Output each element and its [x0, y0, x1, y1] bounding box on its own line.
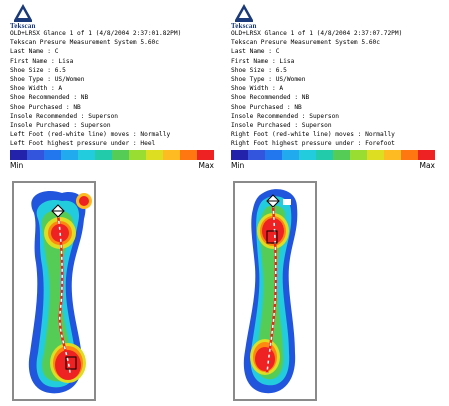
scale-swatch [27, 150, 44, 160]
scale-swatch [282, 150, 299, 160]
scale-swatch [299, 150, 316, 160]
scale-min-label: Min [10, 161, 24, 170]
scale-swatch [44, 150, 61, 160]
scale-swatch [112, 150, 129, 160]
scale-swatch [333, 150, 350, 160]
tekscan-logo-icon [235, 4, 253, 22]
shoe-size: Shoe Size : 6.5 [10, 66, 66, 74]
glance-header: OLD+LRSX Glance 1 of 1 (4/8/2004 2:37:07… [231, 30, 403, 37]
insole-recommended: Insole Recommended : Superson [10, 112, 119, 120]
left-footprint-box [12, 181, 96, 401]
scale-swatch [129, 150, 146, 160]
right-foot-panel: Tekscan OLD+LRSX Glance 1 of 1 (4/8/2004… [229, 0, 444, 406]
info-block: OLD+LRSX Glance 1 of 1 (4/8/2004 2:37:01… [10, 29, 222, 149]
last-name: Last Name : C [231, 48, 280, 56]
scale-swatch [418, 150, 435, 160]
scale-swatch [180, 150, 197, 160]
foot-movement: Left Foot (red-white line) moves : Norma… [10, 131, 171, 139]
last-name: Last Name : C [10, 48, 59, 56]
insole-purchased: Insole Purchased : Superson [10, 122, 111, 130]
shoe-type: Shoe Type : US/Women [231, 76, 306, 84]
shoe-type: Shoe Type : US/Women [10, 76, 85, 84]
system-version: Tekscan Presure Measurement System 5.60c [10, 39, 160, 47]
logo-text: Tekscan [10, 22, 36, 30]
shoe-recommended: Shoe Recommended : NB [231, 94, 310, 102]
insole-purchased: Insole Purchased : Superson [231, 122, 332, 130]
scale-swatch [248, 150, 265, 160]
left-footprint-heatmap [28, 191, 92, 394]
foot-movement: Right Foot (red-white line) moves : Norm… [231, 131, 395, 139]
scale-swatch [316, 150, 333, 160]
shoe-size: Shoe Size : 6.5 [231, 66, 287, 74]
glance-header: OLD+LRSX Glance 1 of 1 (4/8/2004 2:37:01… [10, 30, 182, 37]
shoe-purchased: Shoe Purchased : NB [10, 103, 81, 111]
scale-swatch [384, 150, 401, 160]
scale-swatch [10, 150, 27, 160]
scale-swatch [367, 150, 384, 160]
scale-swatch [265, 150, 282, 160]
first-name: First Name : Lisa [231, 57, 295, 65]
shoe-width: Shoe Width : A [231, 85, 284, 93]
first-name: First Name : Lisa [10, 57, 74, 65]
scale-swatch [401, 150, 418, 160]
highest-pressure: Left Foot highest pressure under : Heel [10, 140, 156, 148]
right-footprint-heatmap [243, 189, 298, 394]
shoe-purchased: Shoe Purchased : NB [231, 103, 302, 111]
scale-min-label: Min [231, 161, 245, 170]
scale-swatch [197, 150, 214, 160]
scale-max-label: Max [198, 161, 214, 170]
system-version: Tekscan Presure Measurement System 5.60c [231, 39, 381, 47]
insole-recommended: Insole Recommended : Superson [231, 112, 340, 120]
scale-swatch [231, 150, 248, 160]
highest-pressure: Right Foot highest pressure under : Fore… [231, 140, 395, 148]
scale-max-label: Max [419, 161, 435, 170]
scale-swatch [61, 150, 78, 160]
shoe-recommended: Shoe Recommended : NB [10, 94, 89, 102]
tekscan-logo-icon [14, 4, 32, 22]
info-block: OLD+LRSX Glance 1 of 1 (4/8/2004 2:37:07… [231, 29, 443, 149]
scale-swatch [146, 150, 163, 160]
left-foot-panel: Tekscan OLD+LRSX Glance 1 of 1 (4/8/2004… [8, 0, 223, 406]
logo-text: Tekscan [231, 22, 257, 30]
pressure-color-scale [231, 150, 435, 160]
scale-swatch [163, 150, 180, 160]
scale-swatch [78, 150, 95, 160]
right-footprint-box [233, 181, 317, 401]
pressure-color-scale [10, 150, 214, 160]
scale-swatch [350, 150, 367, 160]
scale-swatch [95, 150, 112, 160]
shoe-width: Shoe Width : A [10, 85, 63, 93]
